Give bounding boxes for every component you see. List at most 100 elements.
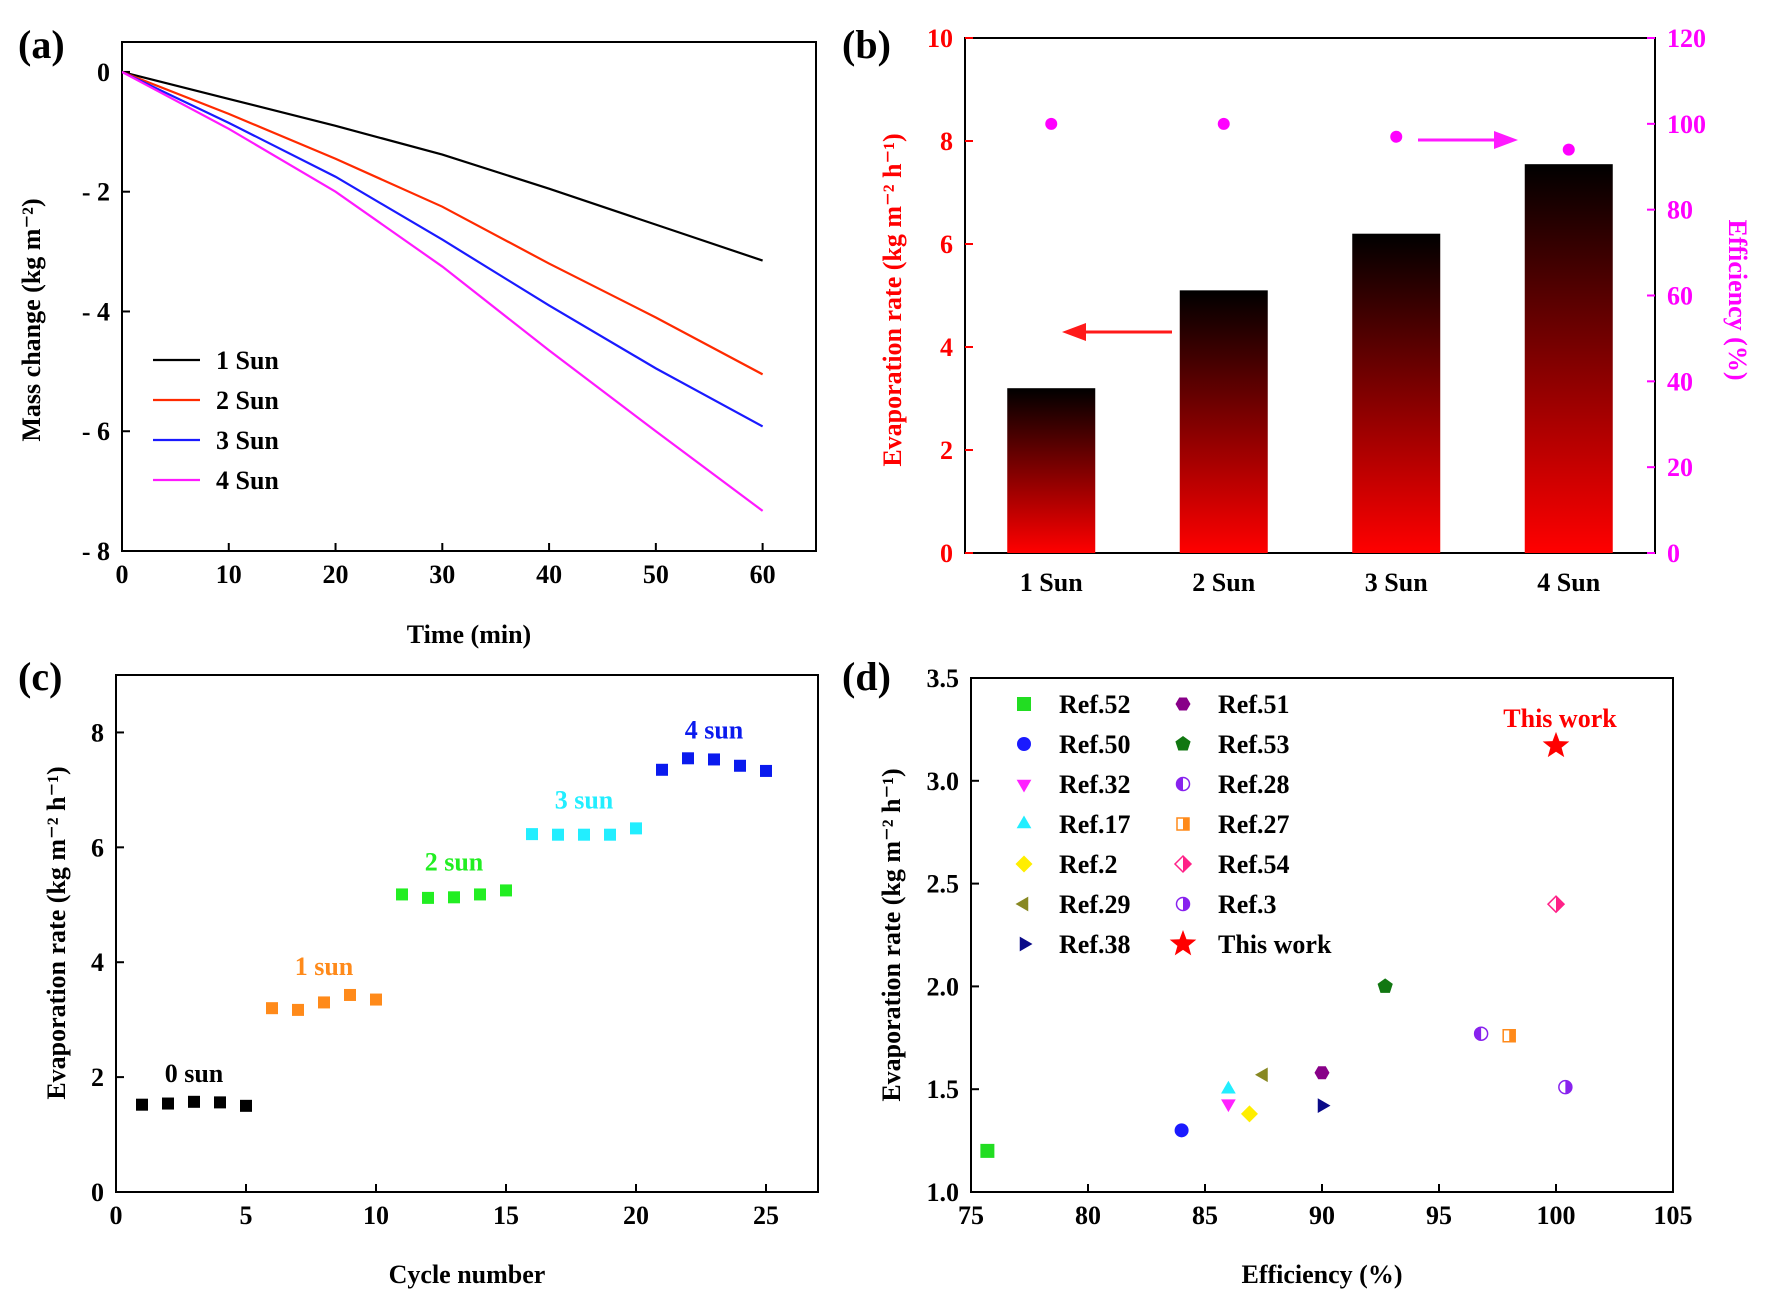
a-x-tick-label: 60	[750, 560, 776, 589]
d-y-tick-label: 2.0	[927, 972, 960, 1001]
b-y-tick-label: 0	[940, 539, 953, 568]
b-y-tick-label: 6	[940, 230, 953, 259]
panel-c-plot-frame	[115, 674, 819, 1193]
panel-a-label: (a)	[18, 22, 65, 67]
c-series-label-4: 3 sun	[555, 785, 614, 814]
c-point-4-2	[552, 828, 564, 841]
b-efficiency-point-2	[1217, 117, 1230, 130]
d-legend-marker-3	[1016, 779, 1032, 793]
d-legend-marker-13	[1175, 896, 1191, 912]
d-legend-marker-3-shape	[1016, 779, 1032, 793]
panel-b-y-axis-label: Evaporation rate (kg m⁻² h⁻¹)	[878, 133, 907, 466]
c-y-tick-label: 0	[91, 1178, 104, 1207]
a-legend-label-2: 2 Sun	[216, 386, 279, 415]
c-point-1-4	[214, 1096, 226, 1109]
c-point-2-2	[292, 1003, 304, 1016]
b-efficiency-point-3	[1390, 130, 1403, 143]
d-legend-marker-11-fill	[1183, 818, 1189, 830]
a-series-line-1	[122, 70, 763, 262]
d-point-10-fill	[1474, 1027, 1482, 1041]
d-point-14-shape	[1542, 731, 1570, 758]
d-legend-marker-8	[1175, 697, 1191, 711]
b-y2-tick-label: 100	[1667, 110, 1706, 139]
d-point-13	[1558, 1079, 1573, 1095]
d-legend-marker-14	[1169, 930, 1197, 956]
d-legend-label-14: This work	[1218, 930, 1332, 959]
d-legend-marker-11	[1176, 817, 1190, 831]
d-legend-label-5: Ref.2	[1059, 850, 1117, 879]
c-x-tick-label: 20	[623, 1201, 649, 1230]
b-bar-3	[1352, 233, 1441, 553]
c-series-label-5: 4 sun	[685, 715, 744, 744]
panel-a-y-axis-label: Mass change (kg m⁻²)	[17, 198, 46, 441]
d-legend-marker-10-fill	[1176, 777, 1183, 791]
c-point-3-3	[448, 891, 460, 904]
c-point-3-2	[422, 891, 434, 904]
d-x-tick-label: 105	[1654, 1201, 1693, 1230]
c-x-tick-label: 5	[240, 1201, 253, 1230]
panel-b-arrows	[1062, 131, 1518, 341]
b-y2-tick-label: 120	[1667, 24, 1706, 53]
d-legend-marker-2-shape	[1017, 737, 1031, 751]
c-point-2-4	[344, 988, 356, 1001]
d-legend-marker-10	[1175, 776, 1191, 792]
d-point-13-fill	[1565, 1080, 1572, 1094]
d-legend-marker-5	[1015, 855, 1033, 873]
c-point-2-3	[318, 996, 330, 1009]
a-x-tick-label: 30	[429, 560, 455, 589]
d-point-9	[1377, 978, 1393, 993]
c-series-label-2: 1 sun	[295, 952, 354, 981]
d-x-tick-label: 75	[958, 1201, 984, 1230]
d-legend-marker-1	[1017, 697, 1031, 711]
d-x-tick-label: 80	[1075, 1201, 1101, 1230]
b-y2-tick-label: 0	[1667, 539, 1680, 568]
c-point-2-5	[370, 993, 382, 1006]
d-y-tick-label: 1.0	[927, 1178, 960, 1207]
c-point-4-3	[578, 828, 590, 841]
a-x-tick-label: 20	[323, 560, 349, 589]
d-x-tick-label: 85	[1192, 1201, 1218, 1230]
c-point-1-2	[162, 1097, 174, 1110]
c-point-4-1	[526, 828, 538, 841]
b-y-tick-label: 8	[940, 127, 953, 156]
d-legend-marker-4	[1016, 815, 1032, 829]
d-legend-marker-9	[1175, 736, 1191, 751]
panel-d-legend: Ref.52 Ref.50 Ref.32 Ref.17 Ref.2 Ref.29 Ref.3…	[1015, 690, 1332, 959]
d-point-7-shape	[1317, 1098, 1331, 1114]
d-legend-label-11: Ref.27	[1218, 810, 1289, 839]
c-x-tick-label: 0	[110, 1201, 123, 1230]
panel-b-y2-axis-label: Efficiency (%)	[1723, 219, 1752, 380]
this-work-annotation: This work	[1503, 704, 1617, 733]
d-legend-label-6: Ref.29	[1059, 890, 1130, 919]
d-x-tick-label: 100	[1537, 1201, 1576, 1230]
d-point-4-shape	[1221, 1080, 1236, 1094]
d-legend-marker-4-shape	[1016, 815, 1032, 829]
b-y2-tick-label: 20	[1667, 453, 1693, 482]
d-legend-marker-12	[1173, 854, 1193, 874]
right-arrow-head	[1494, 131, 1518, 149]
c-point-3-4	[474, 888, 486, 901]
d-point-5	[1240, 1105, 1258, 1123]
c-y-tick-label: 4	[91, 948, 104, 977]
a-y-tick-label: - 2	[82, 178, 110, 207]
d-legend-label-2: Ref.50	[1059, 730, 1130, 759]
d-point-10	[1473, 1026, 1489, 1041]
c-point-2-1	[266, 1002, 278, 1015]
c-y-tick-label: 2	[91, 1063, 104, 1092]
panel-a-legend: 1 Sun 2 Sun 3 Sun 4 Sun	[153, 346, 279, 495]
d-point-5-shape	[1240, 1105, 1258, 1123]
b-category-label-1: 1 Sun	[1020, 568, 1083, 597]
c-point-5-3	[708, 753, 720, 766]
c-point-4-5	[630, 822, 642, 835]
panel-a-plot-frame	[121, 41, 817, 552]
panel-b-label: (b)	[842, 22, 891, 67]
d-point-1	[980, 1143, 995, 1158]
a-x-tick-label: 50	[643, 560, 669, 589]
a-y-tick-label: - 6	[82, 417, 110, 446]
d-legend-label-12: Ref.54	[1218, 850, 1289, 879]
d-legend-marker-1-shape	[1017, 697, 1031, 711]
c-series-label-3: 2 sun	[425, 847, 484, 876]
a-legend-label-3: 3 Sun	[216, 426, 279, 455]
d-legend-label-10: Ref.28	[1218, 770, 1289, 799]
d-legend-marker-8-shape	[1175, 697, 1191, 711]
